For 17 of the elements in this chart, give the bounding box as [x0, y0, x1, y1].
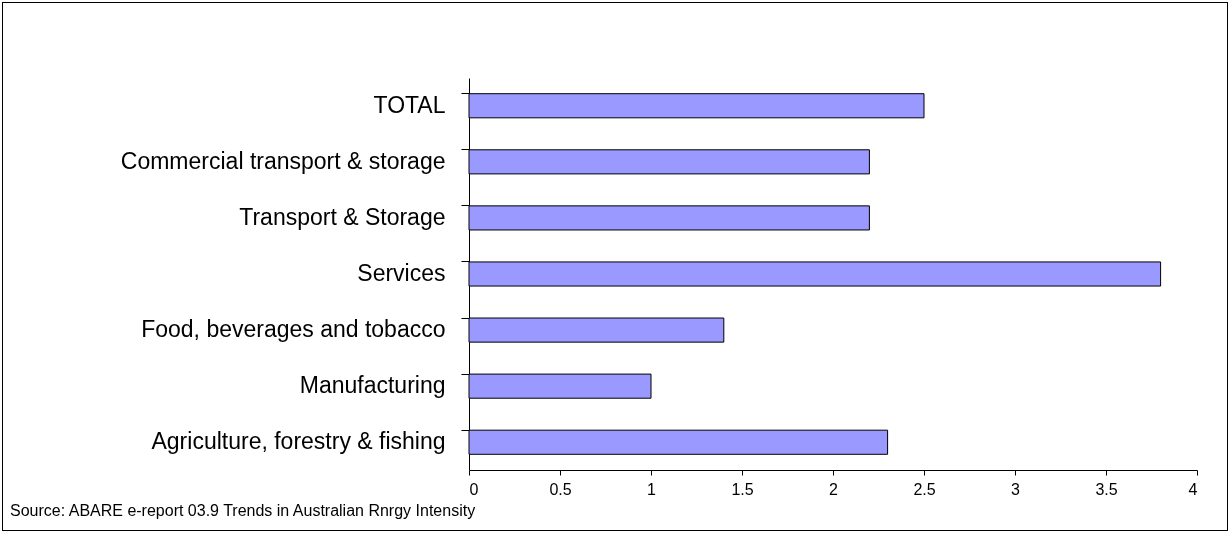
x-tick-label: 2	[829, 480, 839, 498]
y-tick-label: Food, beverages and tobacco	[141, 316, 446, 343]
x-tick-label: 3.5	[1095, 480, 1118, 498]
source-note: Source: ABARE e-report 03.9 Trends in Australian Rnrgy Intensity	[10, 502, 476, 519]
y-tick-label: Manufacturing	[299, 372, 446, 399]
y-tick-label: TOTAL	[373, 91, 446, 118]
x-tick-label: 1	[647, 480, 657, 498]
y-tick-label: Transport & Storage	[239, 203, 446, 230]
x-tick-label: 4	[1188, 480, 1198, 498]
x-tick-label: 3	[1011, 480, 1021, 498]
x-tick-label: 1.5	[731, 480, 754, 498]
y-tick-label: Commercial transport & storage	[120, 147, 446, 174]
y-tick-label: Agriculture, forestry & fishing	[151, 428, 446, 455]
y-tick-label: Services	[357, 260, 446, 286]
x-tick-label: 0	[469, 480, 479, 498]
x-tick-label: 0.5	[549, 480, 572, 498]
x-tick-label: 2.5	[913, 480, 936, 498]
